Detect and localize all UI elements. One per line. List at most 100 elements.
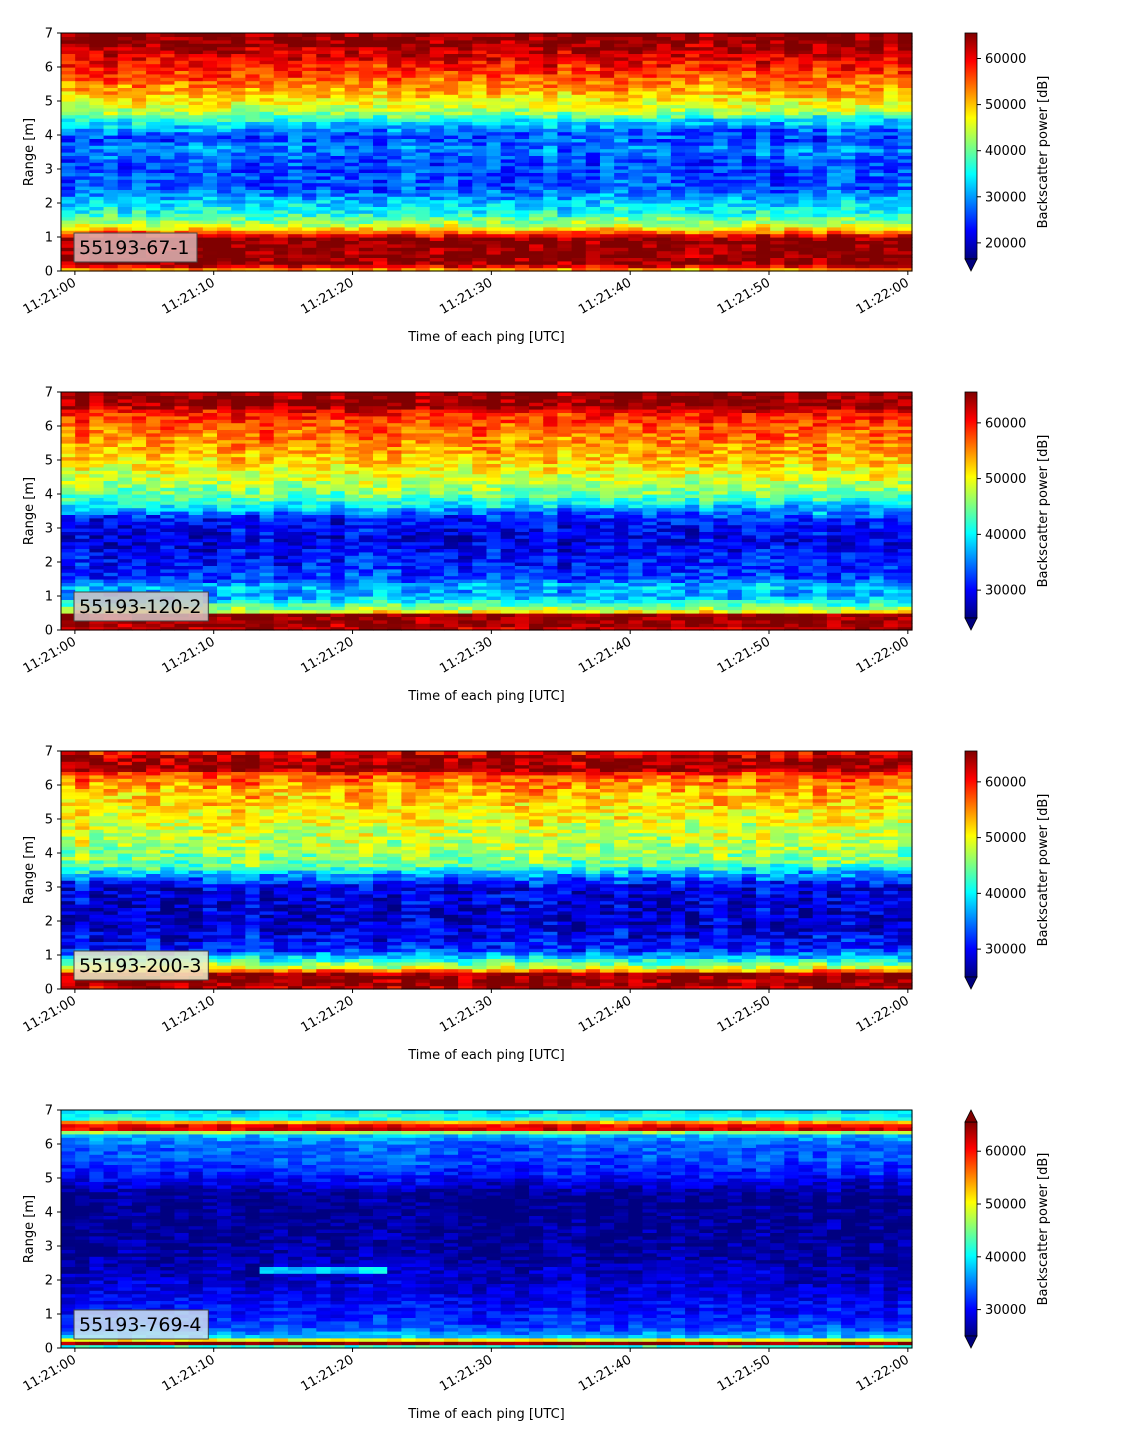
heatmap-cell: [656, 145, 672, 150]
heatmap-cell: [826, 213, 842, 218]
heatmap-cell: [798, 172, 814, 177]
heatmap-cell: [302, 230, 317, 235]
heatmap-cell: [273, 141, 289, 146]
heatmap-cell: [117, 39, 133, 44]
heatmap-cell: [273, 124, 289, 129]
heatmap-cell: [160, 230, 176, 235]
heatmap-cell: [585, 36, 601, 41]
heatmap-cell: [415, 148, 431, 153]
heatmap-cell: [670, 39, 686, 44]
heatmap-cell: [841, 226, 856, 231]
heatmap-cell: [330, 209, 346, 214]
heatmap-cell: [685, 63, 700, 68]
heatmap-cell: [103, 203, 119, 207]
heatmap-cell: [514, 39, 530, 44]
heatmap-cell: [699, 70, 715, 75]
heatmap-cell: [174, 131, 190, 136]
heatmap-cell: [302, 84, 317, 88]
heatmap-cell: [585, 94, 601, 99]
heatmap-cell: [443, 233, 459, 238]
heatmap-cell: [798, 260, 814, 265]
heatmap-cell: [217, 247, 232, 252]
heatmap-cell: [202, 39, 218, 44]
heatmap-cell: [571, 43, 587, 48]
heatmap-cell: [131, 392, 147, 396]
heatmap-cell: [302, 101, 317, 105]
heatmap-cell: [160, 101, 176, 105]
heatmap-cell: [784, 192, 800, 197]
heatmap-cell: [685, 90, 700, 95]
heatmap-cell: [131, 101, 147, 105]
heatmap-cell: [245, 121, 261, 126]
heatmap-cell: [685, 138, 700, 143]
heatmap-cell: [160, 470, 176, 475]
heatmap-cell: [841, 209, 856, 214]
heatmap-cell: [656, 36, 672, 41]
heatmap-cell: [89, 199, 105, 204]
heatmap-cell: [628, 128, 644, 133]
heatmap-cell: [770, 111, 785, 116]
heatmap-cell: [812, 206, 828, 211]
heatmap-cell: [543, 70, 559, 75]
heatmap-cell: [131, 186, 147, 190]
heatmap-cell: [245, 104, 261, 109]
heatmap-cell: [231, 148, 246, 153]
heatmap-cell: [302, 175, 317, 180]
heatmap-cell: [841, 175, 856, 180]
heatmap-cell: [656, 155, 672, 160]
heatmap-cell: [387, 237, 402, 241]
heatmap-cell: [160, 487, 176, 492]
heatmap-cell: [443, 250, 459, 255]
heatmap-cell: [670, 226, 686, 231]
heatmap-cell: [599, 233, 615, 238]
heatmap-cell: [642, 43, 658, 48]
heatmap-cell: [557, 97, 573, 102]
heatmap-cell: [61, 392, 76, 396]
heatmap-cell: [727, 145, 743, 150]
heatmap-cell: [302, 36, 317, 41]
heatmap-cell: [727, 233, 743, 238]
heatmap-cell: [160, 189, 176, 194]
heatmap-cell: [755, 196, 771, 201]
heatmap-cell: [500, 233, 516, 238]
heatmap-cell: [486, 107, 502, 112]
heatmap-cell: [344, 67, 360, 71]
heatmap-cell: [75, 141, 90, 146]
heatmap-cell: [202, 124, 218, 129]
heatmap-cell: [784, 179, 800, 184]
heatmap-cell: [245, 135, 261, 139]
heatmap-cell: [543, 162, 559, 167]
heatmap-cell: [557, 56, 573, 61]
heatmap-cell: [231, 165, 246, 170]
heatmap-cell: [699, 169, 715, 173]
heatmap-cell: [443, 162, 459, 167]
heatmap-cell: [713, 104, 729, 109]
heatmap-cell: [387, 138, 402, 143]
heatmap-cell: [741, 186, 757, 190]
heatmap-cell: [472, 223, 488, 228]
heatmap-cell: [812, 67, 828, 71]
heatmap-cell: [188, 36, 204, 41]
heatmap-cell: [217, 189, 232, 194]
heatmap-cell: [415, 53, 431, 58]
heatmap-cell: [670, 186, 686, 190]
heatmap-cell: [302, 107, 317, 112]
heatmap-cell: [188, 175, 204, 180]
heatmap-cell: [500, 90, 516, 95]
heatmap-cell: [387, 101, 402, 105]
heatmap-cell: [160, 402, 176, 407]
heatmap-cell: [443, 46, 459, 51]
heatmap-cell: [599, 189, 615, 194]
heatmap-cell: [514, 101, 530, 105]
heatmap-cell: [557, 196, 573, 201]
heatmap-cell: [685, 70, 700, 75]
heatmap-cell: [713, 111, 729, 116]
heatmap-cell: [543, 182, 559, 187]
heatmap-cell: [259, 257, 275, 262]
heatmap-cell: [571, 104, 587, 109]
heatmap-cell: [699, 50, 715, 54]
heatmap-cell: [571, 124, 587, 129]
heatmap-cell: [61, 148, 76, 153]
heatmap-cell: [727, 135, 743, 139]
heatmap-cell: [500, 169, 516, 173]
